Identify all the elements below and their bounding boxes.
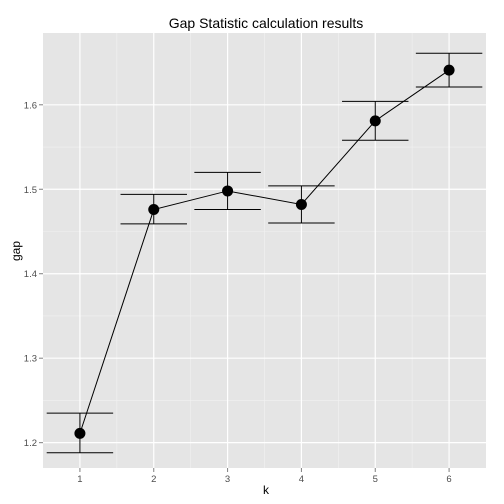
x-tick-label: 2	[151, 474, 156, 485]
error-bars	[46, 52, 483, 454]
gap-line	[79, 69, 450, 434]
x-tick-label: 6	[446, 474, 451, 485]
chart-title: Gap Statistic calculation results	[169, 15, 364, 31]
data-point	[74, 427, 86, 439]
y-axis-ticks: 1.2 1.3 1.4 1.5 1.6	[24, 100, 43, 449]
data-point	[369, 115, 381, 127]
major-grid	[43, 33, 486, 468]
minor-grid	[43, 33, 486, 468]
data-point	[295, 198, 307, 210]
y-tick-label: 1.2	[24, 438, 37, 449]
data-point	[222, 185, 234, 197]
y-tick-label: 1.5	[24, 185, 37, 196]
series-line	[79, 69, 450, 434]
y-axis-title: gap	[9, 241, 23, 261]
x-axis-title: k	[263, 483, 270, 497]
x-tick-label: 3	[225, 474, 230, 485]
data-point	[148, 204, 160, 216]
x-tick-label: 5	[373, 474, 378, 485]
x-tick-label: 4	[299, 474, 304, 485]
data-points	[74, 64, 455, 439]
x-tick-label: 1	[77, 474, 82, 485]
y-tick-label: 1.4	[24, 269, 37, 280]
data-point	[443, 64, 455, 76]
x-axis-ticks: 1 2 3 4 5 6	[77, 468, 452, 485]
y-tick-label: 1.6	[24, 100, 37, 111]
y-tick-label: 1.3	[24, 354, 37, 365]
